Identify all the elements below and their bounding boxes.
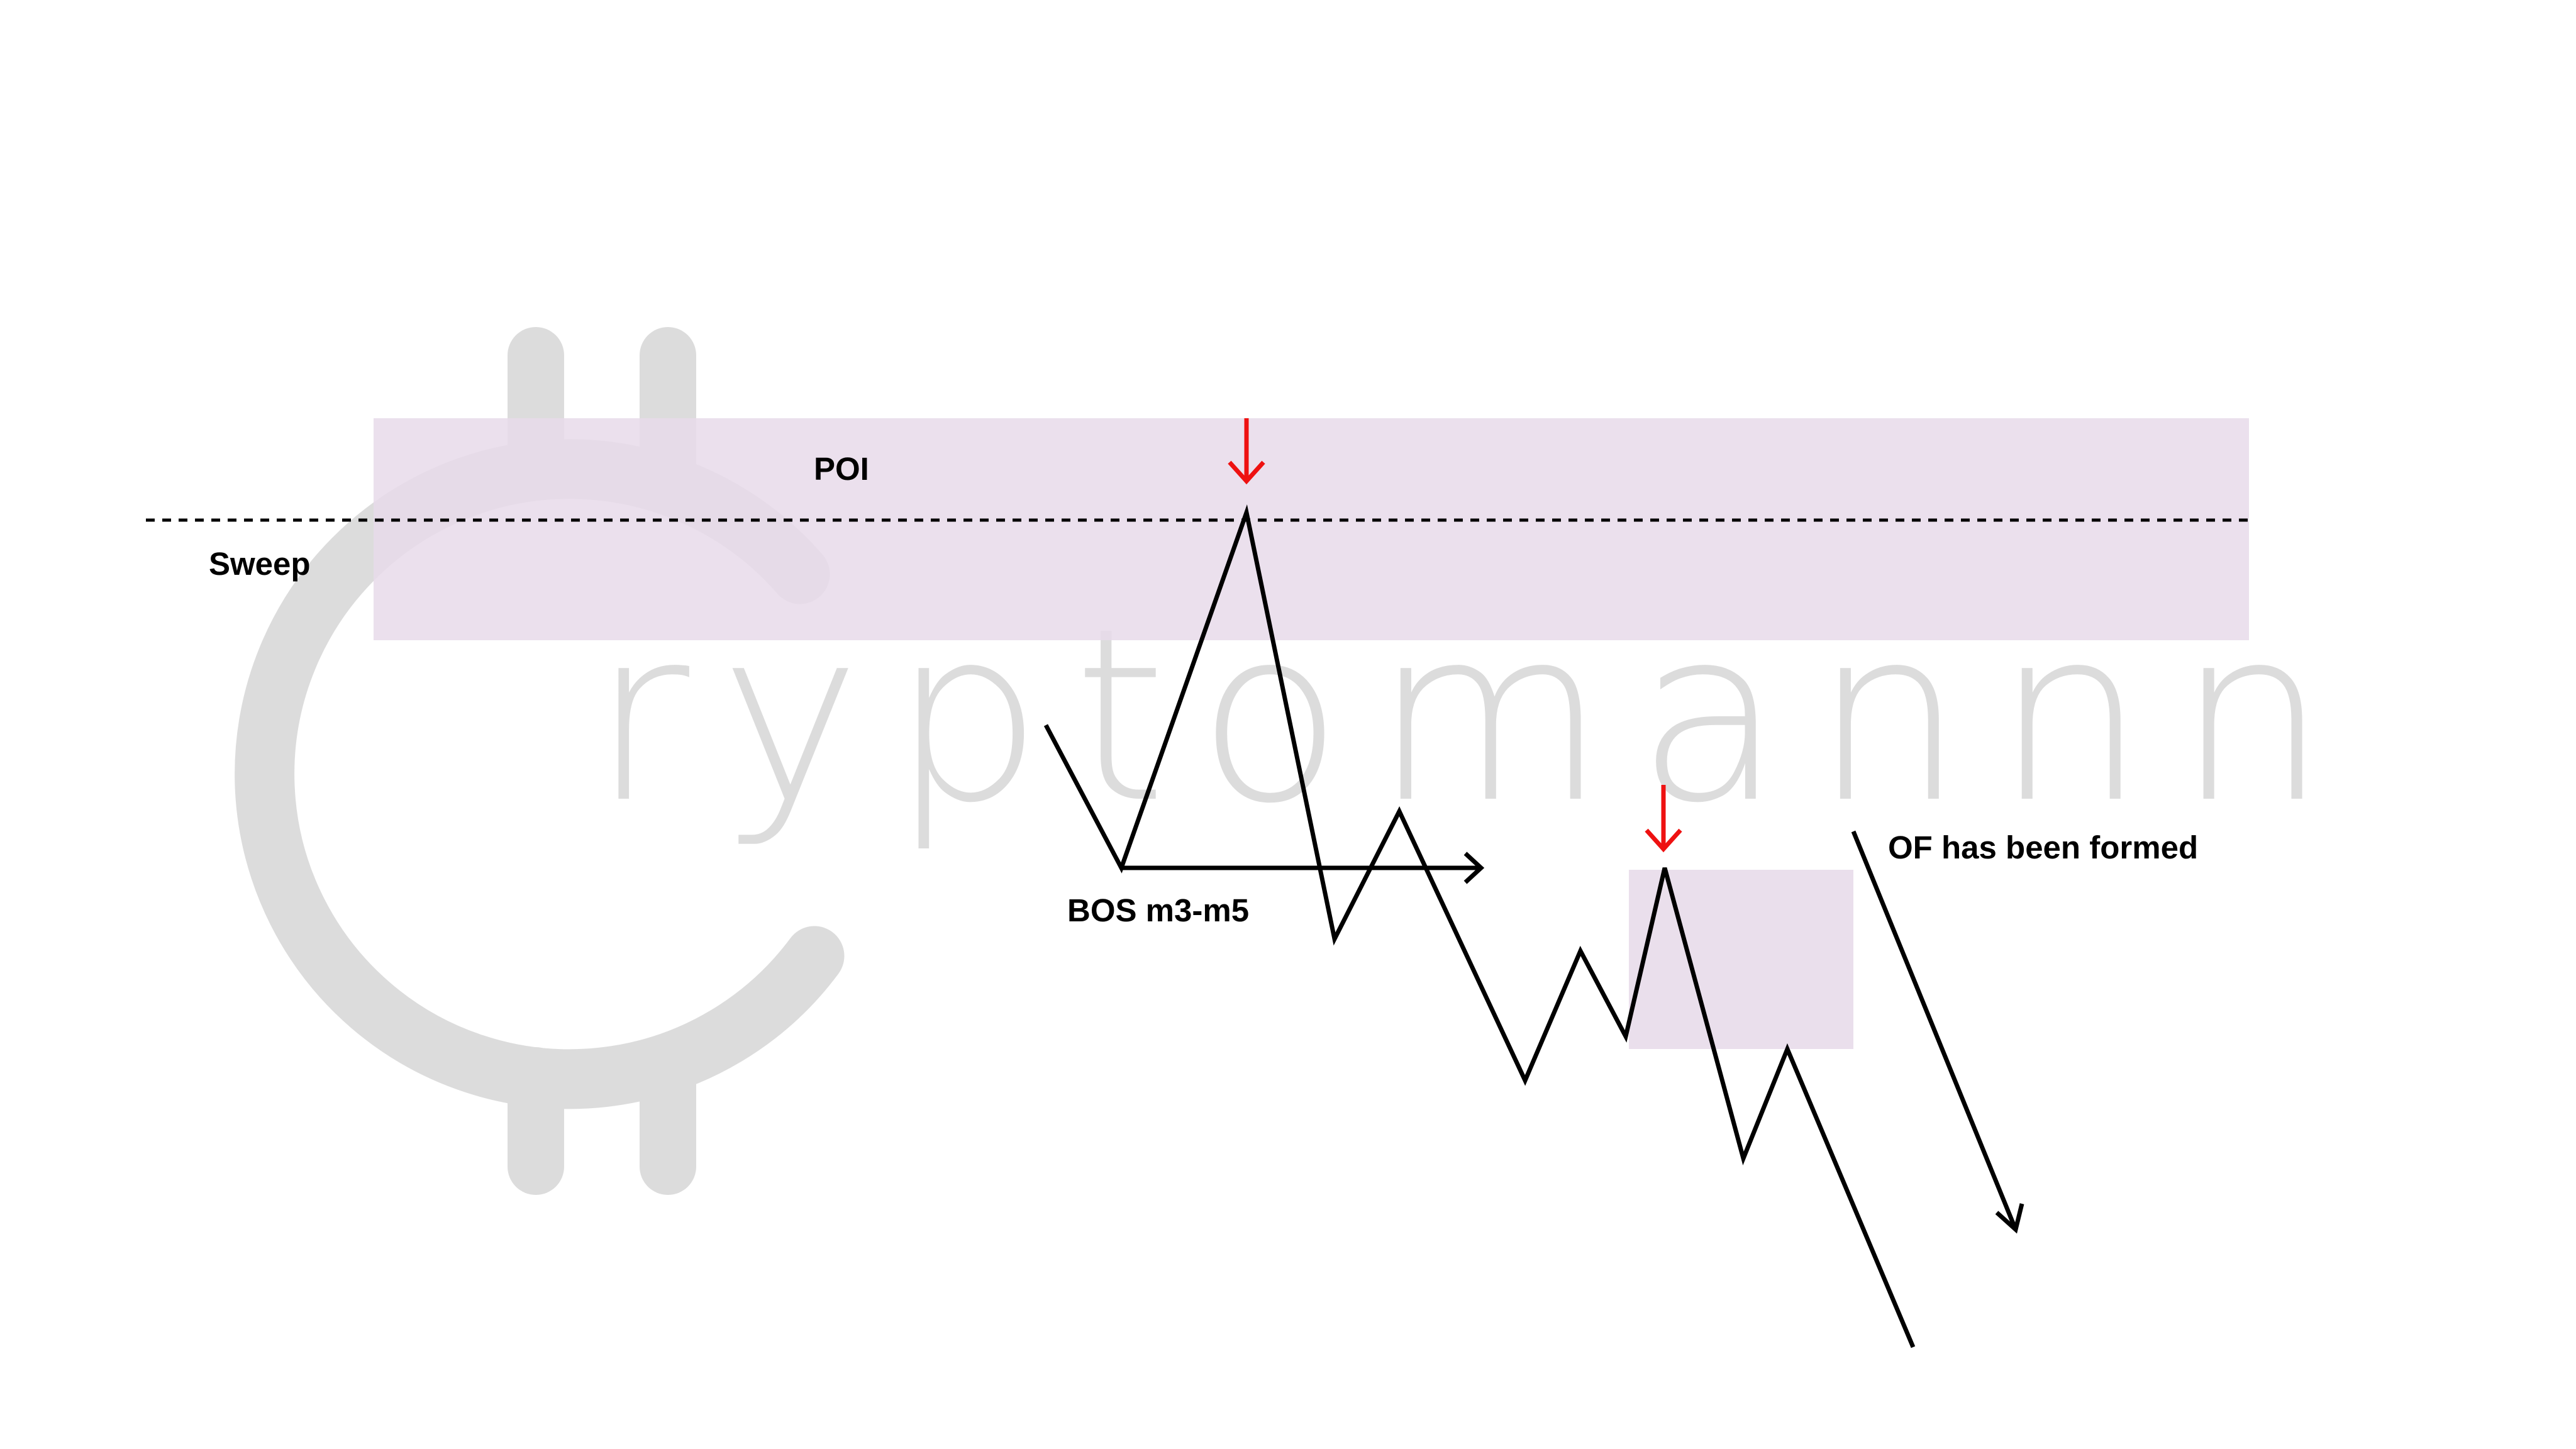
right-arrow-icon [1121,852,1485,884]
trend-line [1851,830,2018,1231]
poi-label: POI [814,451,869,487]
down-right-arrow-icon [1851,830,2024,1234]
trend-arrowhead [1995,1203,2024,1234]
of-label: OF has been formed [1888,830,2198,865]
down-arrow-icon [1645,785,1682,853]
down-arrow-icon [1228,418,1265,485]
bos-label: BOS m3-m5 [1067,892,1249,928]
poi-zone [374,418,2249,640]
ob-marker-head [1645,828,1682,853]
poi-marker-head [1228,460,1265,485]
price-path [1043,504,1916,1348]
order-block-zone [1629,870,1853,1049]
bos-arrowhead [1463,852,1485,884]
sweep-label: Sweep [209,546,311,582]
